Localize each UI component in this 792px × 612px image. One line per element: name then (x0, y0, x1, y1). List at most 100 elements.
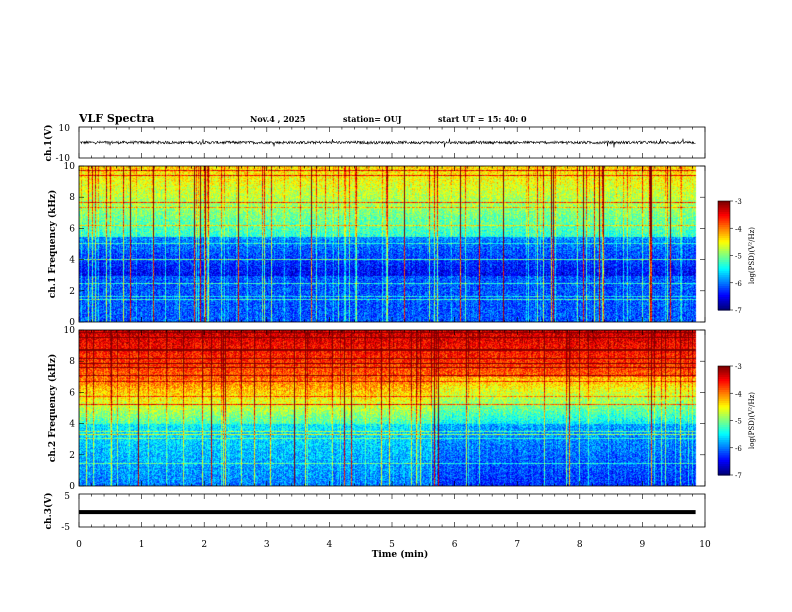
colorbar-segment (718, 246, 730, 250)
colorbar-segment (718, 440, 730, 443)
colorbar-segment (718, 222, 730, 226)
colorbar-tick-label: -3 (735, 363, 742, 371)
colorbar-segment (718, 387, 730, 391)
colorbar-segment (718, 392, 730, 395)
ch1-ytick-top: 10 (59, 124, 71, 134)
colorbar-segment (718, 472, 730, 476)
ch1-voltage-trace (80, 138, 696, 148)
colorbar-segment (718, 455, 730, 459)
ch2-colorbar: -3 -4 -5 -6 -7 log(PSD)(V²/Hz) (717, 363, 756, 480)
colorbar-tick-label: -4 (735, 390, 742, 398)
colorbar-segment (718, 470, 730, 474)
colorbar-tick-label: -7 (735, 472, 742, 480)
date-label: Nov.4 , 2025 (250, 114, 305, 124)
colorbar-segment (718, 277, 730, 281)
frequency-tick-label: 0 (69, 318, 75, 328)
colorbar-segment (718, 270, 730, 274)
colorbar-tick-label: -6 (735, 445, 742, 453)
colorbar-segment (718, 266, 730, 270)
colorbar-segment (718, 244, 730, 248)
colorbar-segment (718, 403, 730, 406)
station-label: station= OUJ (343, 114, 402, 124)
start-ut-label: start UT = 15: 40: 0 (438, 114, 527, 124)
frequency-tick-label: 4 (69, 420, 75, 430)
colorbar-segment (718, 211, 730, 215)
ch1-voltage-panel: 10 -10 ch.1(V) (43, 124, 706, 164)
colorbar-segment (718, 444, 730, 448)
colorbar-segment (718, 418, 730, 422)
colorbar-segment (718, 398, 730, 402)
colorbar-segment (718, 409, 730, 413)
ch1-voltage-ylabel: ch.1(V) (43, 125, 54, 162)
colorbar-segment (718, 201, 730, 204)
time-tick-label: 4 (327, 540, 333, 550)
ch1-spectrogram-ylabel: ch.1 Frequency (kHz) (47, 190, 58, 299)
colorbar-segment (718, 272, 730, 276)
colorbar-tick-label: -5 (735, 253, 742, 261)
colorbar-segment (718, 283, 730, 287)
colorbar-segment (718, 292, 730, 296)
frequency-tick-label: 4 (69, 256, 75, 266)
frequency-tick-label: 6 (69, 388, 75, 398)
colorbar-tick-label: -5 (735, 418, 742, 426)
colorbar-segment (718, 216, 730, 220)
colorbar-segment (718, 248, 730, 252)
ch2-spectrogram-ylabel: ch.2 Frequency (kHz) (47, 354, 58, 463)
colorbar-segment (718, 303, 730, 307)
colorbar-segment (718, 233, 730, 237)
colorbar-segment (718, 394, 730, 398)
colorbar-segment (718, 451, 730, 454)
colorbar-segment (718, 370, 730, 374)
colorbar-segment (718, 374, 730, 378)
colorbar-segment (718, 268, 730, 272)
colorbar-segment (718, 264, 730, 267)
colorbar-segment (718, 275, 730, 278)
colorbar-segment (718, 429, 730, 432)
ch1-ytick-bottom: -10 (56, 154, 71, 164)
colorbar-segment (718, 209, 730, 213)
colorbar-segment (718, 431, 730, 435)
colorbar-segment (718, 288, 730, 291)
colorbar-segment (718, 416, 730, 419)
colorbar-segment (718, 442, 730, 446)
colorbar-segment (718, 279, 730, 283)
colorbar-segment (718, 294, 730, 298)
colorbar-segment (718, 240, 730, 244)
colorbar-segment (718, 238, 730, 241)
colorbar-segment (718, 385, 730, 389)
colorbar-segment (718, 422, 730, 426)
time-tick-label: 5 (389, 540, 395, 550)
time-tick-label: 0 (76, 540, 82, 550)
ch2-spectrogram-panel: ch.2 Frequency (kHz) -3 -4 -5 -6 -7 log(PSD)(… (47, 329, 756, 487)
colorbar-segment (718, 424, 730, 428)
colorbar-label: log(PSD)(V²/Hz) (748, 227, 756, 284)
colorbar-segment (718, 411, 730, 415)
colorbar-segment (718, 290, 730, 294)
colorbar-segment (718, 235, 730, 239)
time-tick-label: 9 (640, 540, 646, 550)
ch2-spectrogram-image (79, 330, 705, 486)
colorbar-segment (718, 461, 730, 465)
colorbar-segment (718, 286, 730, 289)
time-tick-label: 2 (201, 540, 207, 550)
colorbar-segment (718, 281, 730, 285)
time-tick-label: 7 (514, 540, 520, 550)
colorbar-segment (718, 400, 730, 404)
colorbar-segment (718, 229, 730, 233)
colorbar-segment (718, 242, 730, 246)
colorbar-label: log(PSD)(V²/Hz) (748, 392, 756, 449)
colorbar-segment (718, 231, 730, 235)
time-tick-label: 10 (699, 540, 711, 550)
colorbar-segment (718, 433, 730, 437)
time-tick-label: 1 (139, 540, 145, 550)
colorbar-segment (718, 459, 730, 463)
colorbar-tick-label: -4 (735, 225, 742, 233)
colorbar-segment (718, 379, 730, 382)
colorbar-segment (718, 214, 730, 217)
colorbar-segment (718, 413, 730, 417)
x-axis-label: Time (min) (372, 549, 429, 560)
colorbar-segment (718, 368, 730, 371)
ch1-colorbar: -3 -4 -5 -6 -7 log(PSD)(V²/Hz) (717, 198, 756, 315)
